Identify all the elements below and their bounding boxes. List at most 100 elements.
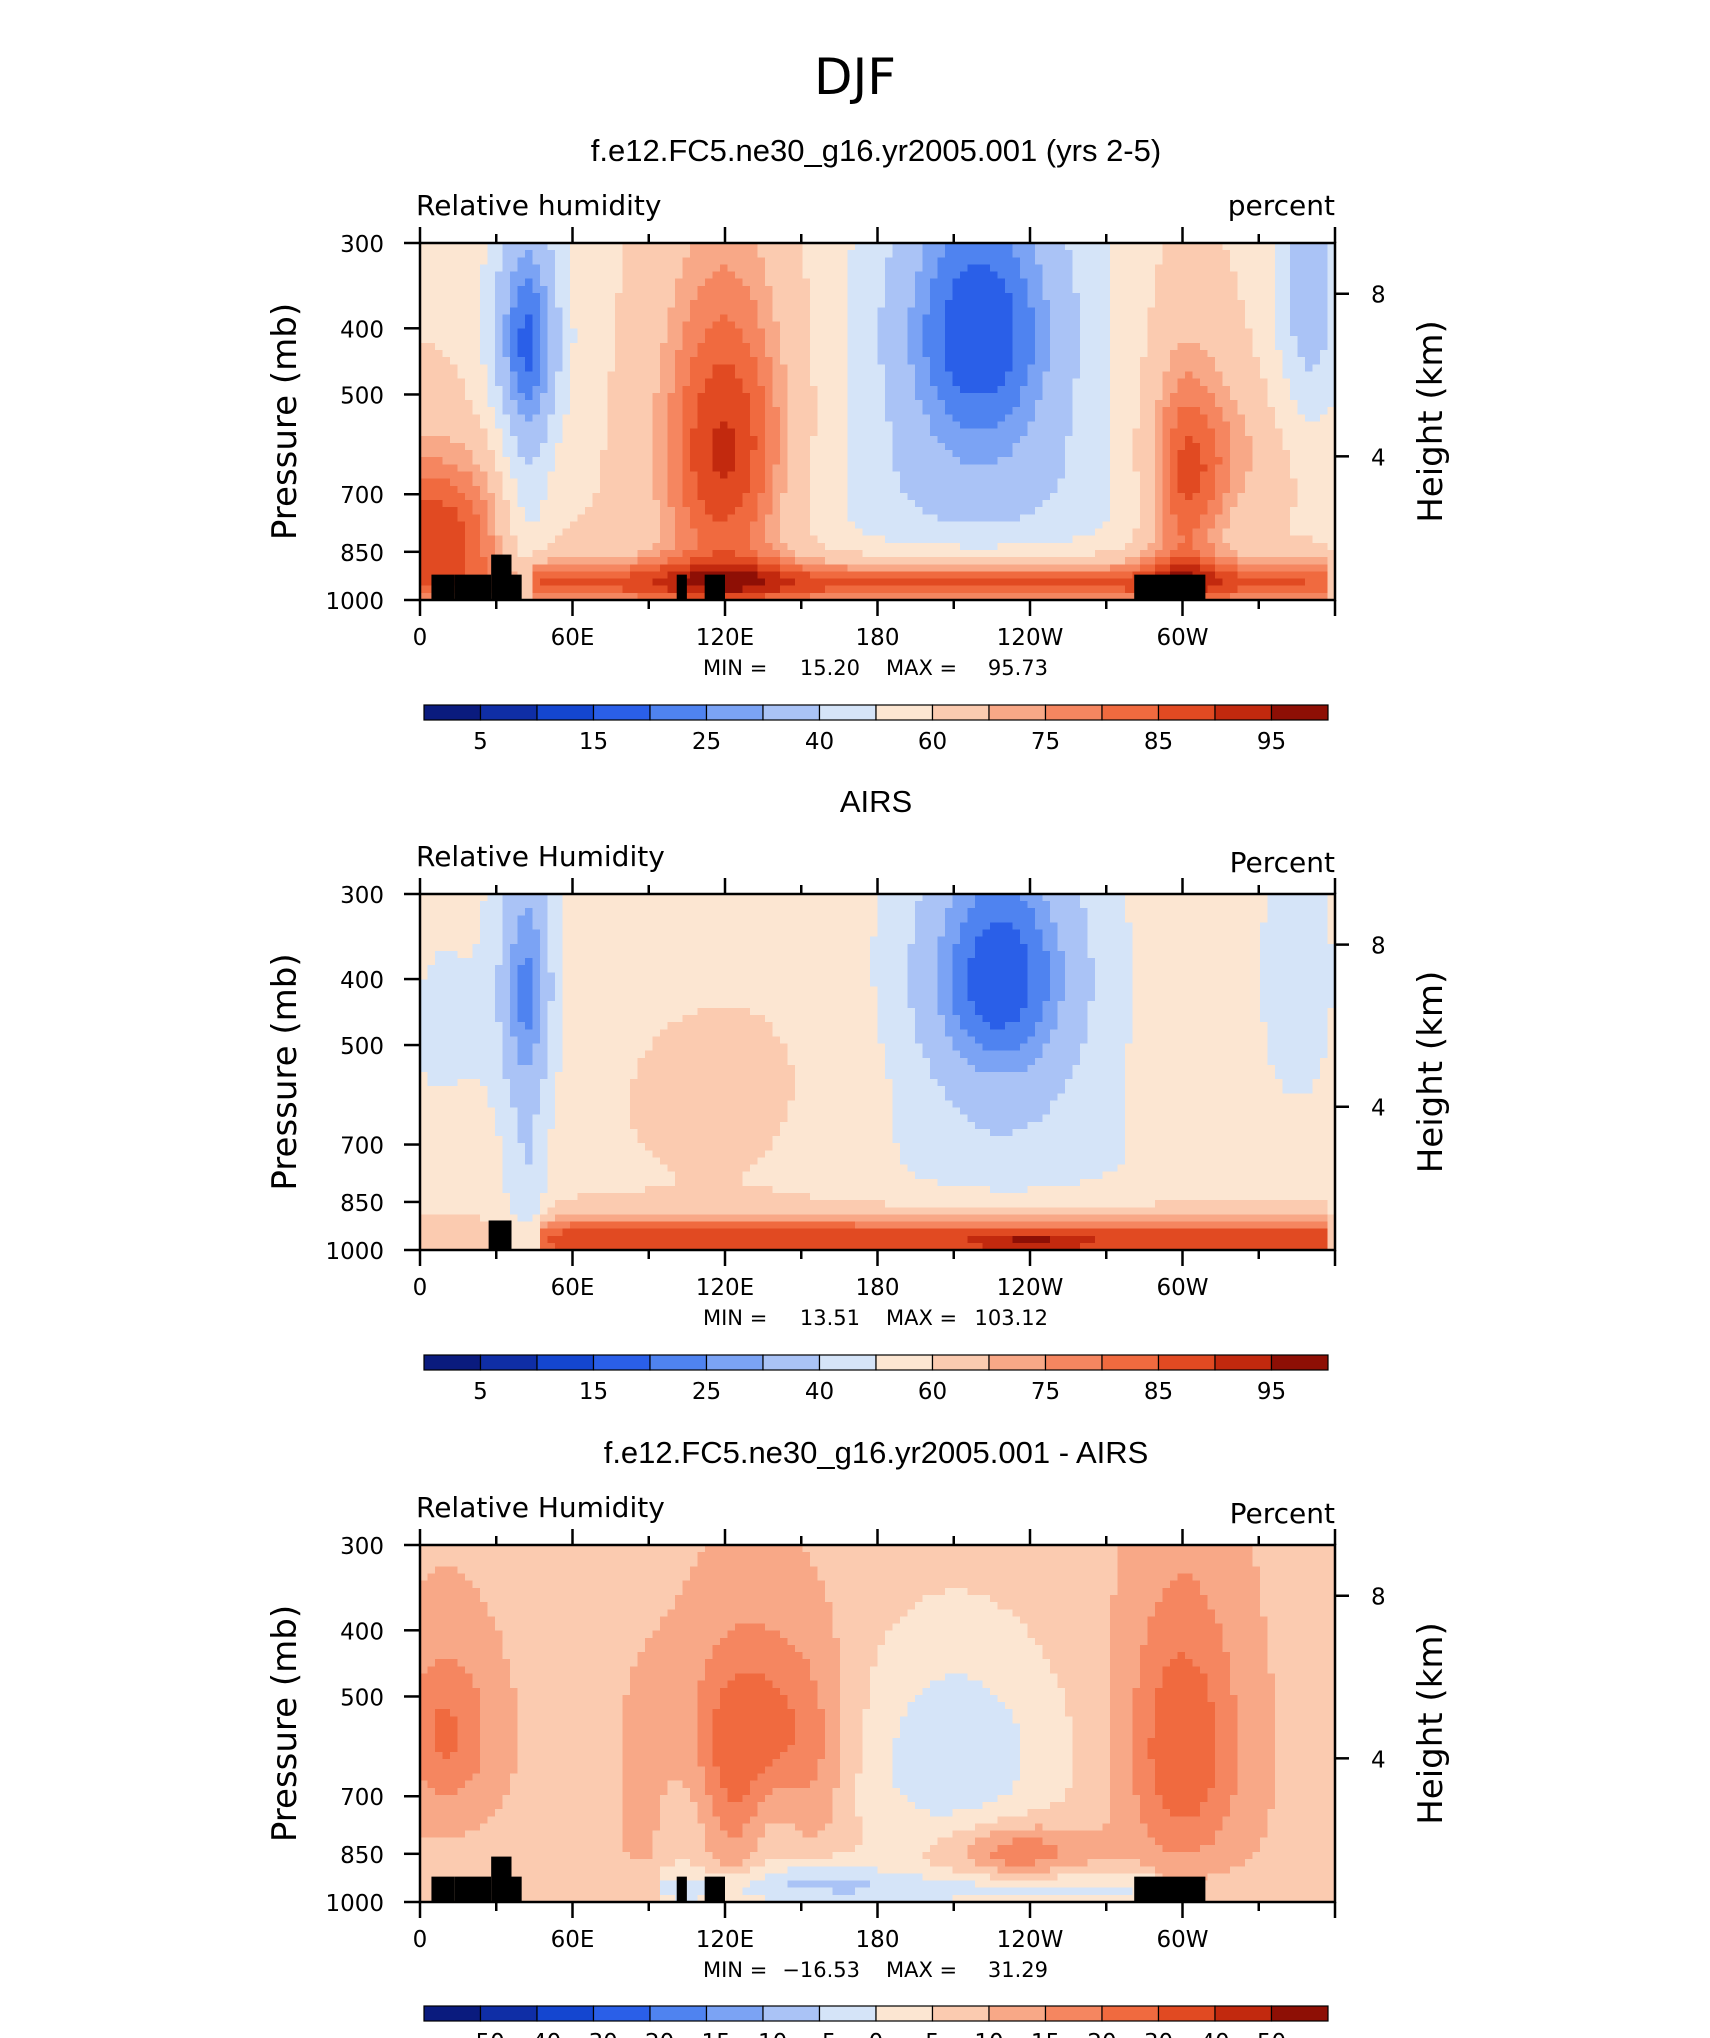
field-cell — [922, 507, 931, 515]
field-cell — [720, 243, 729, 251]
field-cell — [615, 257, 624, 266]
field-cell — [465, 492, 474, 501]
field-cell — [735, 328, 744, 337]
field-cell — [570, 271, 579, 280]
field-cell — [990, 407, 999, 415]
field-cell — [787, 278, 796, 287]
field-cell — [1155, 407, 1164, 415]
field-cell — [1237, 500, 1246, 508]
field-cell — [780, 492, 789, 501]
field-cell — [675, 335, 684, 344]
field-cell — [1132, 521, 1141, 530]
field-cell — [1290, 457, 1299, 465]
field-cell — [540, 414, 549, 423]
field-cell — [1222, 342, 1231, 351]
field-cell — [877, 314, 886, 323]
field-cell — [487, 392, 496, 401]
field-cell — [1222, 271, 1231, 280]
field-cell — [1125, 278, 1134, 287]
field-cell — [1020, 350, 1029, 358]
field-cell — [1312, 278, 1321, 287]
field-cell — [1230, 278, 1239, 287]
field-cell — [840, 464, 849, 473]
field-cell — [1102, 364, 1111, 373]
field-cell — [1117, 421, 1126, 430]
field-cell — [1282, 250, 1291, 258]
field-cell — [532, 350, 541, 358]
field-cell — [1312, 514, 1321, 523]
field-cell — [1080, 457, 1089, 465]
field-cell — [1117, 371, 1126, 380]
field-cell — [697, 400, 706, 408]
field-cell — [1057, 307, 1066, 315]
field-cell — [1065, 435, 1074, 444]
field-cell — [817, 464, 826, 473]
field-cell — [1110, 428, 1119, 437]
field-cell — [690, 342, 699, 351]
field-cell — [847, 307, 856, 315]
field-cell — [1267, 328, 1276, 337]
field-cell — [720, 285, 729, 294]
field-cell — [1245, 328, 1254, 337]
field-cell — [630, 371, 639, 380]
field-cell — [427, 278, 436, 287]
field-cell — [1057, 514, 1066, 523]
field-cell — [1132, 378, 1141, 387]
field-cell — [652, 257, 661, 266]
field-cell — [1207, 350, 1216, 358]
field-cell — [757, 507, 766, 515]
field-cell — [712, 400, 721, 408]
field-cell — [1065, 457, 1074, 465]
field-cell — [1020, 314, 1029, 323]
field-cell — [562, 457, 571, 465]
field-cell — [517, 528, 526, 537]
field-cell — [1305, 285, 1314, 294]
field-cell — [1177, 385, 1186, 394]
field-cell — [592, 335, 601, 344]
field-cell — [1177, 450, 1186, 458]
field-cell — [532, 378, 541, 387]
field-cell — [570, 378, 579, 387]
field-cell — [885, 442, 894, 451]
field-cell — [472, 321, 481, 330]
field-cell — [1117, 243, 1126, 251]
field-cell — [907, 464, 916, 473]
field-cell — [562, 357, 571, 365]
field-cell — [622, 378, 631, 387]
field-cell — [862, 521, 871, 530]
field-cell — [1177, 507, 1186, 515]
field-cell — [1035, 321, 1044, 330]
field-cell — [442, 471, 451, 480]
field-cell — [615, 378, 624, 387]
field-cell — [1005, 257, 1014, 266]
field-cell — [1095, 278, 1104, 287]
field-cell — [667, 307, 676, 315]
field-cell — [427, 285, 436, 294]
field-cell — [562, 328, 571, 337]
field-cell — [795, 507, 804, 515]
field-cell — [562, 528, 571, 537]
field-cell — [915, 271, 924, 280]
field-cell — [1260, 450, 1269, 458]
field-cell — [435, 378, 444, 387]
field-cell — [1102, 328, 1111, 337]
field-cell — [622, 243, 631, 251]
field-cell — [952, 285, 961, 294]
field-cell — [885, 514, 894, 523]
field-cell — [720, 414, 729, 423]
field-cell — [487, 385, 496, 394]
field-cell — [967, 392, 976, 401]
field-cell — [540, 314, 549, 323]
field-cell — [1237, 400, 1246, 408]
field-cell — [930, 514, 939, 523]
field-cell — [1312, 507, 1321, 515]
field-cell — [1095, 414, 1104, 423]
field-cell — [532, 400, 541, 408]
field-cell — [840, 435, 849, 444]
field-cell — [1177, 321, 1186, 330]
field-cell — [975, 292, 984, 301]
field-cell — [502, 357, 511, 365]
field-cell — [1065, 400, 1074, 408]
field-cell — [562, 392, 571, 401]
field-cell — [765, 378, 774, 387]
